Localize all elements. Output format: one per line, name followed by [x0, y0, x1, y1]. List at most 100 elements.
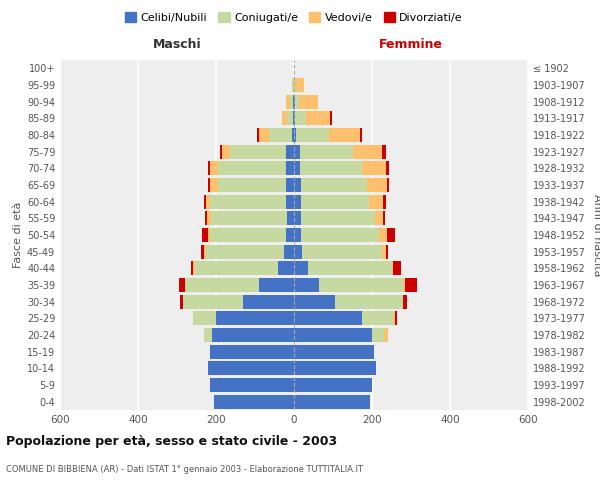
Bar — [293, 112, 294, 126]
Bar — [302, 244, 382, 259]
Bar — [367, 178, 387, 192]
Bar — [286, 94, 290, 109]
Bar — [296, 78, 304, 92]
Bar — [294, 278, 319, 292]
Bar — [301, 228, 379, 242]
Bar — [286, 144, 294, 159]
Bar — [362, 311, 394, 326]
Bar — [208, 162, 210, 175]
Bar — [220, 144, 222, 159]
Y-axis label: Anni di nascita: Anni di nascita — [592, 194, 600, 276]
Bar — [286, 194, 294, 209]
Bar — [329, 128, 360, 142]
Bar — [294, 244, 302, 259]
Bar — [284, 244, 294, 259]
Bar — [301, 211, 375, 226]
Bar — [295, 94, 299, 109]
Bar — [206, 244, 284, 259]
Bar — [294, 261, 308, 276]
Bar — [307, 112, 330, 126]
Bar — [294, 78, 296, 92]
Bar — [259, 128, 269, 142]
Bar — [387, 178, 389, 192]
Bar — [281, 112, 287, 126]
Bar — [180, 294, 183, 308]
Bar — [300, 144, 353, 159]
Bar — [286, 228, 294, 242]
Bar — [218, 162, 286, 175]
Bar — [403, 294, 407, 308]
Bar — [294, 194, 301, 209]
Bar — [201, 244, 204, 259]
Bar — [294, 128, 296, 142]
Bar — [278, 261, 294, 276]
Bar — [286, 178, 294, 192]
Bar — [360, 128, 362, 142]
Bar — [294, 94, 295, 109]
Text: Popolazione per età, sesso e stato civile - 2003: Popolazione per età, sesso e stato civil… — [6, 435, 337, 448]
Bar — [214, 394, 294, 409]
Bar — [193, 261, 194, 276]
Bar — [330, 112, 332, 126]
Bar — [212, 328, 294, 342]
Bar — [294, 344, 374, 359]
Bar — [208, 228, 210, 242]
Bar — [308, 261, 392, 276]
Bar — [204, 244, 206, 259]
Bar — [185, 278, 259, 292]
Bar — [287, 112, 293, 126]
Bar — [210, 178, 218, 192]
Bar — [216, 311, 294, 326]
Bar — [292, 128, 294, 142]
Bar — [379, 228, 387, 242]
Bar — [257, 128, 259, 142]
Bar — [294, 328, 372, 342]
Bar — [382, 144, 386, 159]
Bar — [287, 211, 294, 226]
Bar — [384, 328, 388, 342]
Bar — [299, 94, 318, 109]
Bar — [230, 144, 286, 159]
Legend: Celibi/Nubili, Coniugati/e, Vedovi/e, Divorziati/e: Celibi/Nubili, Coniugati/e, Vedovi/e, Di… — [121, 8, 467, 28]
Bar — [194, 261, 278, 276]
Bar — [294, 144, 300, 159]
Bar — [387, 228, 395, 242]
Bar — [405, 278, 417, 292]
Bar — [210, 162, 218, 175]
Bar — [383, 194, 386, 209]
Bar — [210, 194, 286, 209]
Bar — [222, 144, 230, 159]
Bar — [294, 162, 300, 175]
Bar — [392, 261, 394, 276]
Bar — [372, 328, 384, 342]
Bar — [383, 211, 385, 226]
Bar — [293, 78, 294, 92]
Bar — [386, 162, 389, 175]
Bar — [193, 311, 216, 326]
Bar — [294, 228, 301, 242]
Bar — [208, 178, 210, 192]
Bar — [382, 244, 386, 259]
Bar — [301, 194, 369, 209]
Bar — [294, 294, 335, 308]
Bar — [375, 211, 383, 226]
Bar — [369, 194, 383, 209]
Bar — [207, 211, 211, 226]
Bar — [290, 94, 293, 109]
Bar — [300, 162, 362, 175]
Bar — [362, 162, 386, 175]
Bar — [294, 112, 295, 126]
Bar — [204, 328, 212, 342]
Bar — [206, 194, 210, 209]
Bar — [205, 211, 207, 226]
Text: Femmine: Femmine — [379, 38, 443, 51]
Bar — [202, 228, 208, 242]
Bar — [294, 361, 376, 376]
Bar — [210, 228, 286, 242]
Bar — [294, 211, 301, 226]
Bar — [211, 211, 287, 226]
Bar — [210, 344, 294, 359]
Bar — [183, 294, 244, 308]
Bar — [179, 278, 185, 292]
Bar — [335, 294, 403, 308]
